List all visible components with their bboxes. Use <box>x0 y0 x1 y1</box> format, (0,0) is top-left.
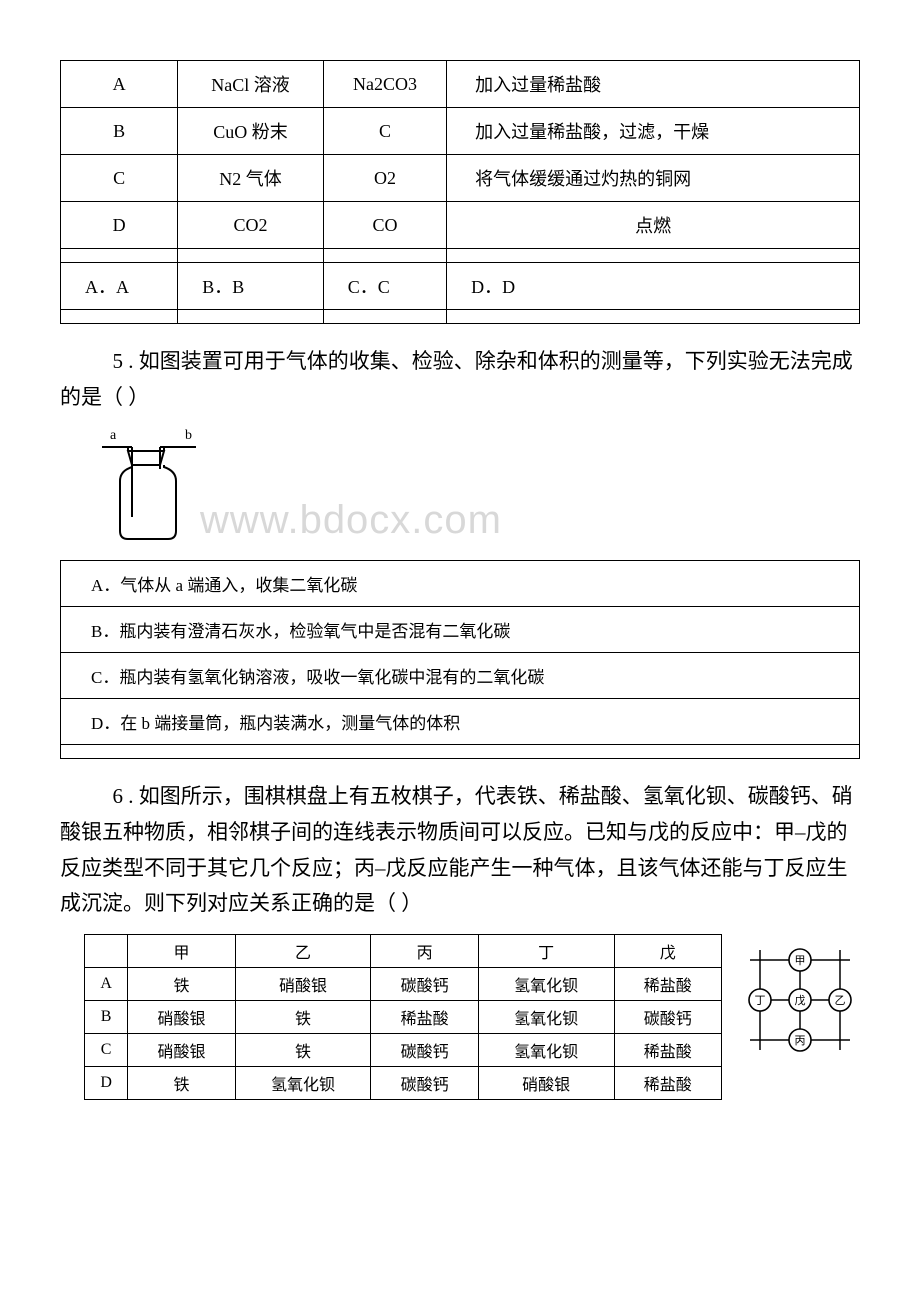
option-a: A．气体从 a 端通入，收集二氧化碳 <box>61 561 860 607</box>
table-row: A NaCl 溶液 Na2CO3 加入过量稀盐酸 <box>61 61 860 108</box>
table-row: D 铁 氢氧化钡 碳酸钙 硝酸银 稀盐酸 <box>85 1067 722 1100</box>
stone-label-right: 乙 <box>835 994 846 1007</box>
stone-label-bottom: 丙 <box>795 1035 806 1047</box>
table-row-answers: A．A B．B C．C D．D <box>61 263 860 310</box>
table-row-spacer <box>61 249 860 263</box>
cell-impurity: O2 <box>323 155 446 202</box>
cell-substance: N2 气体 <box>178 155 323 202</box>
stone-label-left: 丁 <box>755 995 766 1007</box>
stone-label-top: 甲 <box>795 955 806 967</box>
table-q5-options: A．气体从 a 端通入，收集二氧化碳 B．瓶内装有澄清石灰水，检验氧气中是否混有… <box>60 560 860 759</box>
cell-opt: D <box>61 202 178 249</box>
table-q6: 甲 乙 丙 丁 戊 A 铁 硝酸银 碳酸钙 氢氧化钡 稀盐酸 B 硝酸银 铁 稀… <box>84 934 722 1100</box>
table-row: C N2 气体 O2 将气体缓缓通过灼热的铜网 <box>61 155 860 202</box>
cell-impurity: CO <box>323 202 446 249</box>
th: 乙 <box>235 935 371 968</box>
go-board-icon: 甲 丁 戊 乙 丙 <box>740 940 860 1060</box>
cell-impurity: Na2CO3 <box>323 61 446 108</box>
cell-impurity: C <box>323 108 446 155</box>
cell-opt: C <box>61 155 178 202</box>
cell-substance: CuO 粉末 <box>178 108 323 155</box>
table-row: A．气体从 a 端通入，收集二氧化碳 <box>61 561 860 607</box>
question-6-text: 6 . 如图所示，围棋棋盘上有五枚棋子，代表铁、稀盐酸、氢氧化钡、碳酸钙、硝酸银… <box>60 779 860 922</box>
table-row: D．在 b 端接量筒，瓶内装满水，测量气体的体积 <box>61 699 860 745</box>
th: 丁 <box>478 935 614 968</box>
th: 甲 <box>128 935 235 968</box>
cell-method: 将气体缓缓通过灼热的铜网 <box>447 155 860 202</box>
th: 戊 <box>614 935 722 968</box>
go-board-diagram: 甲 丁 戊 乙 丙 <box>740 940 860 1065</box>
gas-bottle-icon: a b <box>90 427 210 547</box>
stone-label-center: 戊 <box>795 994 806 1007</box>
table-row: B 硝酸银 铁 稀盐酸 氢氧化钡 碳酸钙 <box>85 1001 722 1034</box>
table-row-header: 甲 乙 丙 丁 戊 <box>85 935 722 968</box>
answer-d: D．D <box>447 263 860 310</box>
answer-c: C．C <box>323 263 446 310</box>
table-row: C 硝酸银 铁 碳酸钙 氢氧化钡 稀盐酸 <box>85 1034 722 1067</box>
th: 丙 <box>371 935 478 968</box>
answer-a: A．A <box>61 263 178 310</box>
table-q4: A NaCl 溶液 Na2CO3 加入过量稀盐酸 B CuO 粉末 C 加入过量… <box>60 60 860 324</box>
answer-b: B．B <box>178 263 323 310</box>
option-c: C．瓶内装有氢氧化钠溶液，吸收一氧化碳中混有的二氧化碳 <box>61 653 860 699</box>
table-row: A 铁 硝酸银 碳酸钙 氢氧化钡 稀盐酸 <box>85 968 722 1001</box>
cell-substance: CO2 <box>178 202 323 249</box>
table-row: B．瓶内装有澄清石灰水，检验氧气中是否混有二氧化碳 <box>61 607 860 653</box>
cell-method: 加入过量稀盐酸 <box>447 61 860 108</box>
table-row: D CO2 CO 点燃 <box>61 202 860 249</box>
table-row-spacer <box>61 745 860 759</box>
cell-opt: B <box>61 108 178 155</box>
cell-substance: NaCl 溶液 <box>178 61 323 108</box>
cell-opt: A <box>61 61 178 108</box>
label-b: b <box>185 428 192 443</box>
option-b: B．瓶内装有澄清石灰水，检验氧气中是否混有二氧化碳 <box>61 607 860 653</box>
table-row: B CuO 粉末 C 加入过量稀盐酸，过滤，干燥 <box>61 108 860 155</box>
label-a: a <box>110 428 117 443</box>
table-row: C．瓶内装有氢氧化钠溶液，吸收一氧化碳中混有的二氧化碳 <box>61 653 860 699</box>
question-5-text: 5 . 如图装置可用于气体的收集、检验、除杂和体积的测量等，下列实验无法完成的是… <box>60 344 860 415</box>
option-d: D．在 b 端接量筒，瓶内装满水，测量气体的体积 <box>61 699 860 745</box>
cell-method: 加入过量稀盐酸，过滤，干燥 <box>447 108 860 155</box>
cell-method: 点燃 <box>447 202 860 249</box>
apparatus-diagram: a b <box>90 427 860 552</box>
table-row-spacer <box>61 310 860 324</box>
th <box>85 935 128 968</box>
